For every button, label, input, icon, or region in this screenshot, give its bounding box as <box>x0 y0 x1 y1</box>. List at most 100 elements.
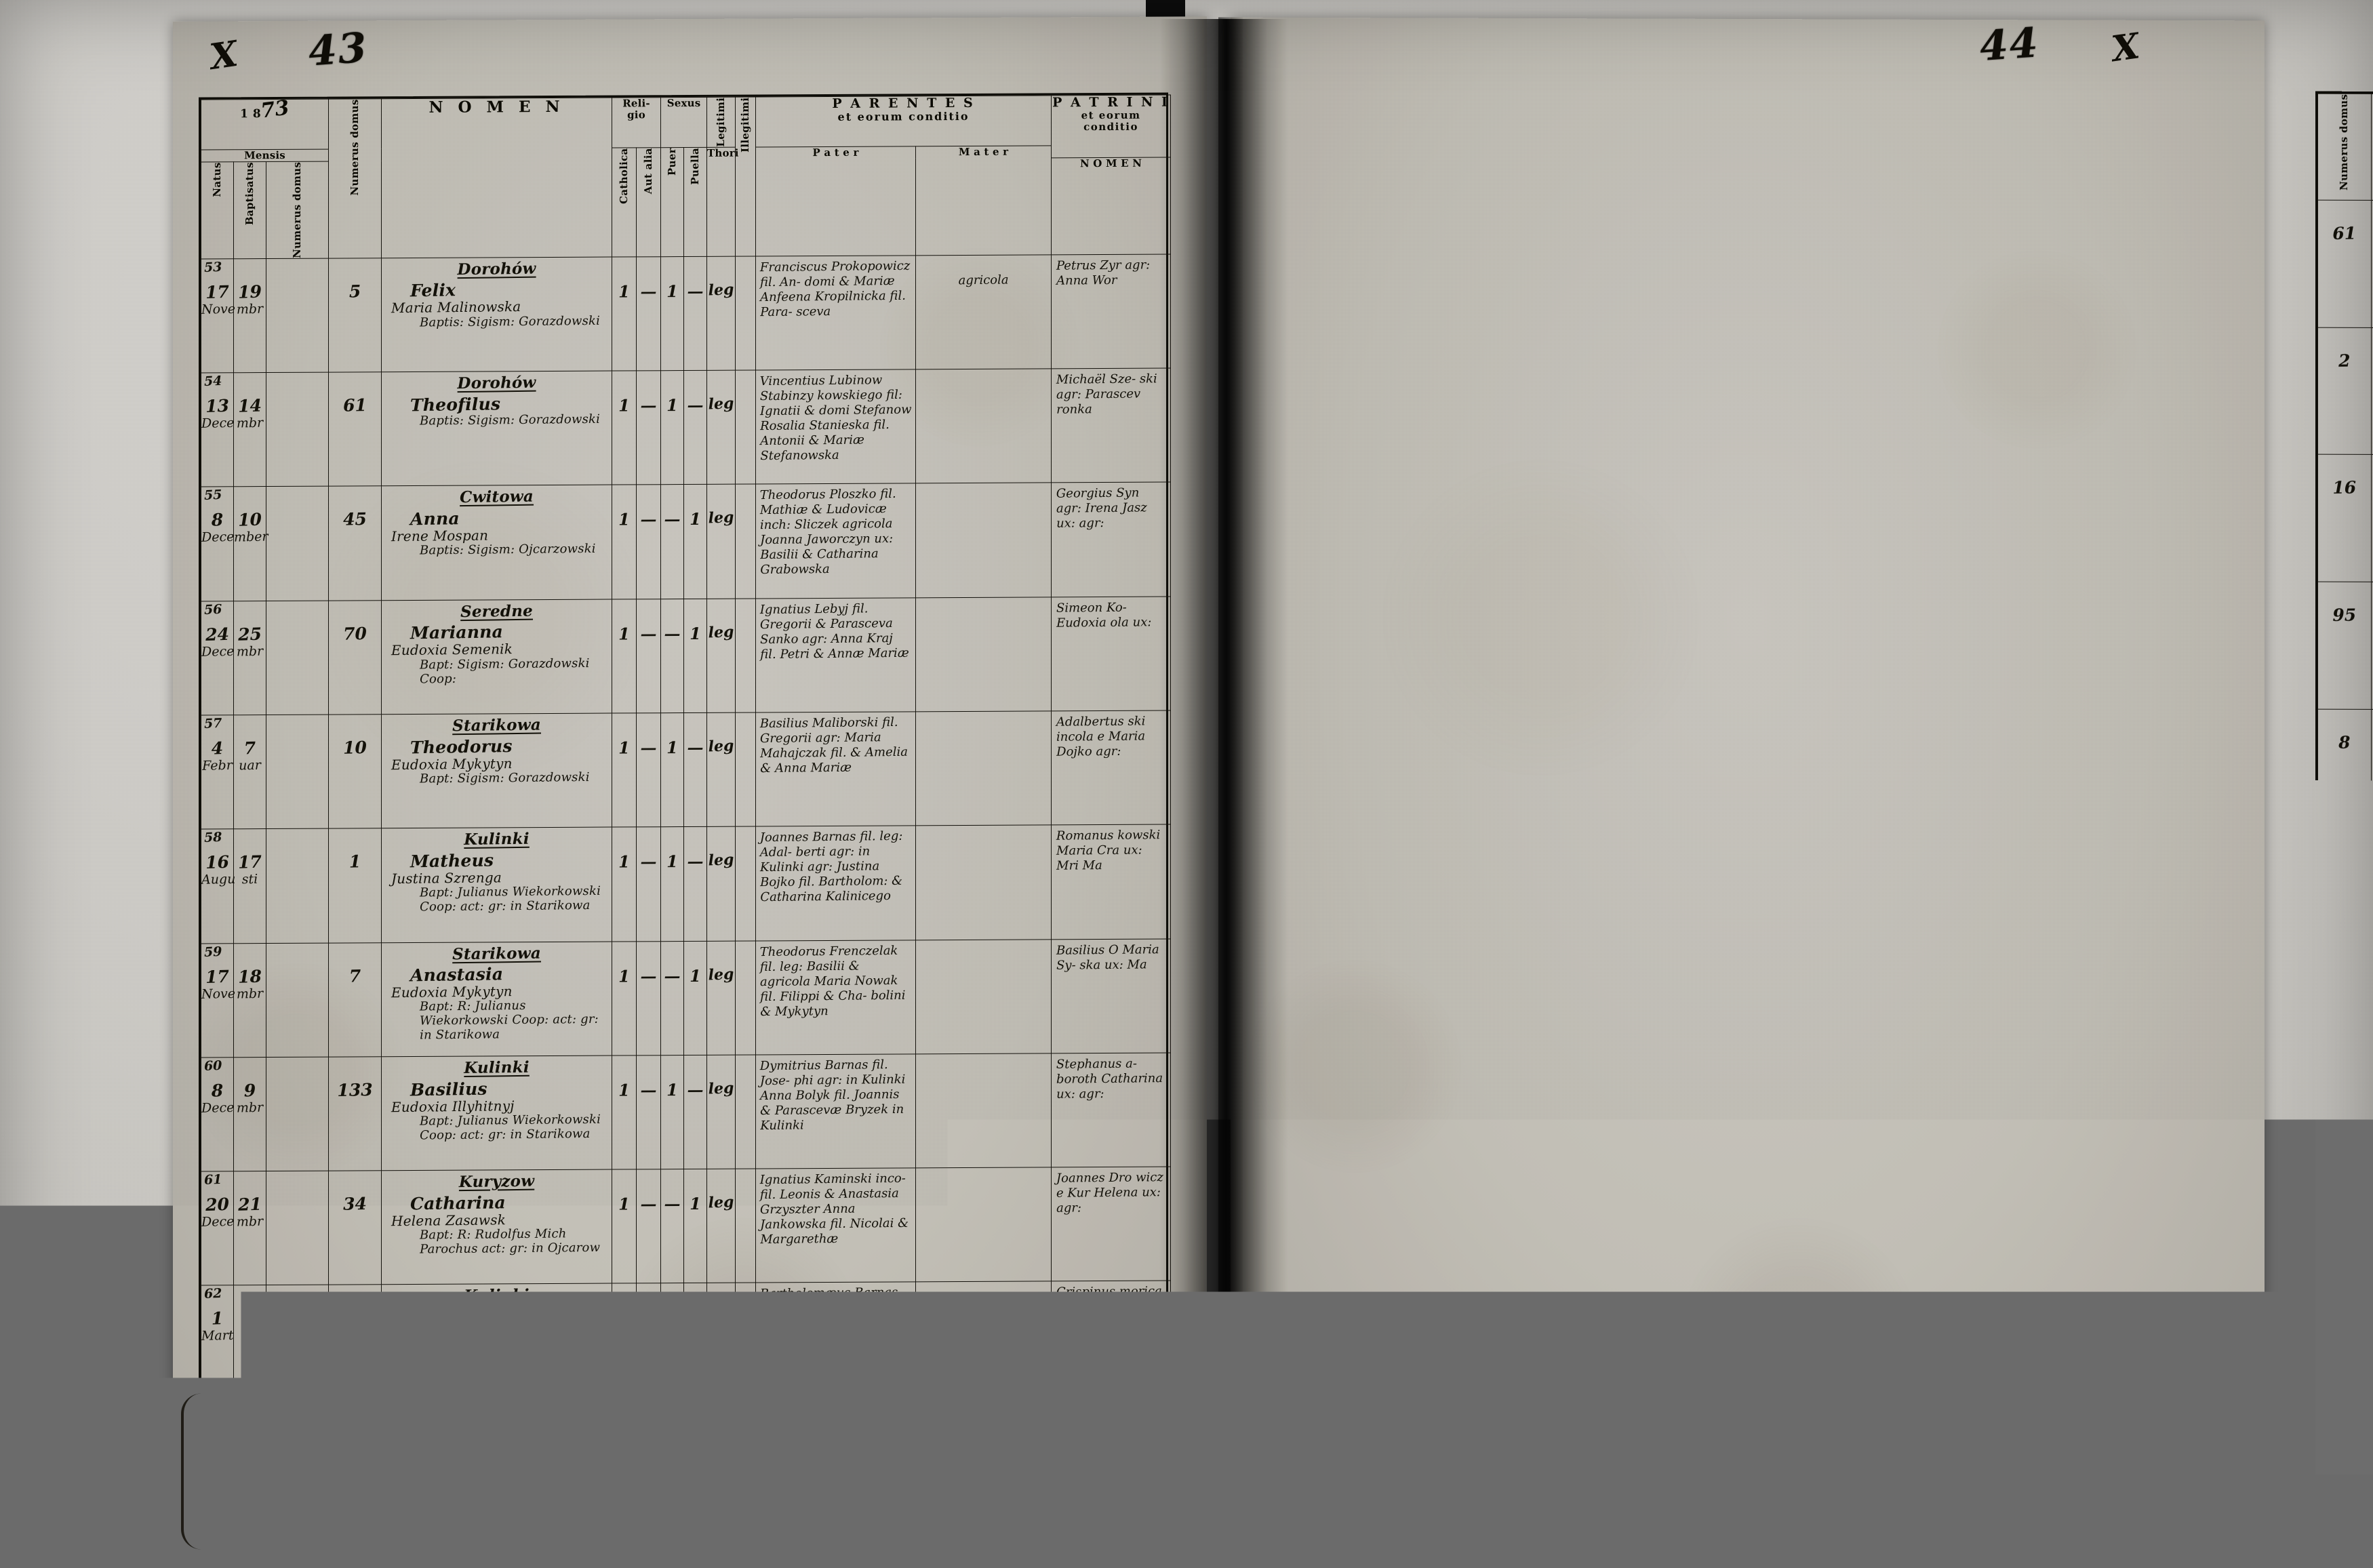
cell-aut-alia: — <box>637 599 661 712</box>
table-row: 61 20 Dece 21 mbr 34 Kuryzow Catharina Helena Za… <box>201 1167 1171 1285</box>
header-pater: P a t e r <box>756 146 916 256</box>
gutter-smudge-right <box>1218 18 1243 1516</box>
cell-pater: Ignatius Kaminski inco- fil. Leonis & An… <box>756 1168 916 1283</box>
house-number: 125 <box>2318 859 2371 879</box>
cell-thori: leg <box>707 599 736 713</box>
child-name: Theodorus <box>382 734 612 757</box>
cell-mensis <box>266 1057 329 1171</box>
cell-natus: 57 4 Febr <box>201 715 234 830</box>
mensis-right: sti <box>234 872 266 887</box>
cell-domus: 2 <box>2318 327 2372 455</box>
header-natus: Natus <box>201 161 234 258</box>
cell-mensis <box>266 486 329 601</box>
cell-puer: — <box>661 941 684 1055</box>
baptizer-note: Bapt: Sigism: Gorazdowski Coop: <box>382 656 612 687</box>
cell-pater: Theodorus Frenczelak fil. leg: Basilii &… <box>756 940 916 1054</box>
table-row: 8StarikowaMatheusEudoxia MykytynBapt: La… <box>2318 709 2373 839</box>
house-number: 41 <box>2318 1241 2371 1261</box>
cell-baptisatus: 21 mbr <box>234 1171 266 1286</box>
cell-illegitimi <box>736 941 756 1055</box>
conditio-text <box>916 597 1051 616</box>
cell-illegitimi <box>736 599 756 712</box>
house-number: 61 <box>329 395 381 416</box>
cell-puella: — <box>684 1055 707 1169</box>
godparents-text: Basilius O Maria Sy- ska ux: Ma <box>1052 939 1170 973</box>
baptism-table-right: Numerus domus N O M E N Reli-gio Sexus L… <box>2315 92 2373 1478</box>
cell-nomen: Kulinki Matheus Justina Szrenga Bapt: Julia… <box>382 827 612 942</box>
cell-thori: leg <box>707 826 736 941</box>
cell-illegitimi <box>736 712 756 826</box>
mensis-full <box>266 980 328 982</box>
natus-day: 8 <box>201 510 234 530</box>
table-head-right: Numerus domus N O M E N Reli-gio Sexus L… <box>2318 94 2373 203</box>
father-text: Franciscus Prokopowicz fil. An- domi & M… <box>756 255 916 319</box>
table-row: 125KulinkiMichaëlJustina SerengaBapt: R:… <box>2318 836 2373 966</box>
cell-domus: 125 <box>2318 836 2372 963</box>
cell-puer: — <box>661 599 684 712</box>
mensis-left: Augu <box>201 872 233 887</box>
table-row: 53 17 Nove 19 mbr 5 Dorohów Felix Maria Malinows… <box>201 254 1171 373</box>
cell-aut-alia: — <box>637 1056 661 1169</box>
cell-natus: 62 1 Mart <box>201 1285 234 1389</box>
conditio-text <box>916 711 1051 730</box>
entry-index: 57 <box>204 716 222 731</box>
header-sexus: Sexus <box>661 97 707 147</box>
folio-number-left: 43 <box>307 24 370 75</box>
godparents-text: Stephanus a- boroth Catharina ux: agr: <box>1052 1053 1170 1102</box>
house-number: 34 <box>329 1194 381 1215</box>
cell-mater <box>916 597 1052 712</box>
mensis-left: Febr <box>201 758 233 773</box>
cell-puella: — <box>684 1283 707 1387</box>
father-text: Ignatius Kaminski inco- fil. Leonis & An… <box>756 1168 916 1247</box>
cell-puer: 1 <box>661 713 684 827</box>
cell-catholica: 1 <box>612 257 637 371</box>
father-text: Theodorus Frenczelak fil. leg: Basilii &… <box>756 940 916 1019</box>
cell-mensis: 1866 <box>266 1285 329 1389</box>
cell-puella: 1 <box>684 1169 707 1283</box>
table-row: 41StarikowaMathiasEudoxia JwaszczyznaBap… <box>2318 1218 2373 1348</box>
x-annotation-right: X <box>2109 25 2142 70</box>
cell-catholica: 1 <box>612 827 637 941</box>
table-row: 95StarikowaAnnaEudoxia JwaszczyznaBapt: … <box>2318 582 2373 712</box>
baptisatus-day: 17 <box>234 852 266 872</box>
mensis-full <box>266 410 328 411</box>
cell-catholica: 1 <box>612 371 637 485</box>
house-number: 61 <box>2318 224 2371 244</box>
cell-patrini: Joannes Dro wicz e Kur Helena ux: agr: <box>1052 1167 1171 1281</box>
register-page-left: X 43 1 8 <box>173 16 1207 1519</box>
cell-illegitimi <box>736 370 756 484</box>
table-row: 62 1 Mart 1 ii 1866 Kulinki Theodorus Baptisavit… <box>201 1281 1171 1390</box>
cell-puer: 1 <box>661 827 684 941</box>
natus-day: 16 <box>201 852 234 872</box>
mensis-full <box>266 752 328 754</box>
cell-patrini: Basilius O Maria Sy- ska ux: Ma <box>1052 939 1171 1053</box>
cell-aut-alia: — <box>637 1169 661 1283</box>
open-register-book: X 43 1 8 <box>173 19 2265 1517</box>
cell-natus: 55 8 Dece <box>201 487 234 601</box>
cell-pater: Ignatius Lebyj fil. Gregorii & Parasceva… <box>756 598 916 712</box>
village-name: Kulinki <box>382 1058 612 1079</box>
table-row: 122KulinkiAlexiusAnastasia BarnasBapt: L… <box>2318 1090 2373 1220</box>
cell-baptisatus: 9 mbr <box>234 1057 266 1171</box>
natus-day: 17 <box>201 966 234 986</box>
cell-natus: 53 17 Nove <box>201 259 234 374</box>
table-row: 2StarikowaBasiliusEudoxia MykytynBaptisa… <box>2318 1345 2373 1475</box>
house-number: 45 <box>329 509 381 530</box>
village-name: Kulinki <box>382 829 612 850</box>
cell-domus: 10 <box>329 715 382 829</box>
conditio-text <box>916 1281 1051 1300</box>
child-name: Theodorus <box>382 1305 612 1328</box>
godparents-text: Michaël Sze- ski agr: Parascev ronka <box>1052 368 1170 418</box>
village-name: Cwitowa <box>382 487 612 508</box>
cell-mater <box>916 825 1052 940</box>
entry-index: 60 <box>204 1058 222 1074</box>
mensis-left: Dece <box>201 416 233 431</box>
header-numerus-domus: Numerus domus <box>329 99 382 258</box>
header-baptisatus: Baptisatus <box>234 161 266 258</box>
cell-mensis <box>266 828 329 943</box>
mensis-right: uar <box>234 758 266 773</box>
mensis-full <box>266 639 328 640</box>
godparents-text: Romanus kowski Maria Cra ux: Mri Ma <box>1052 824 1170 874</box>
cell-thori: leg <box>707 485 736 599</box>
paper-foxing-right <box>1231 18 2265 1519</box>
